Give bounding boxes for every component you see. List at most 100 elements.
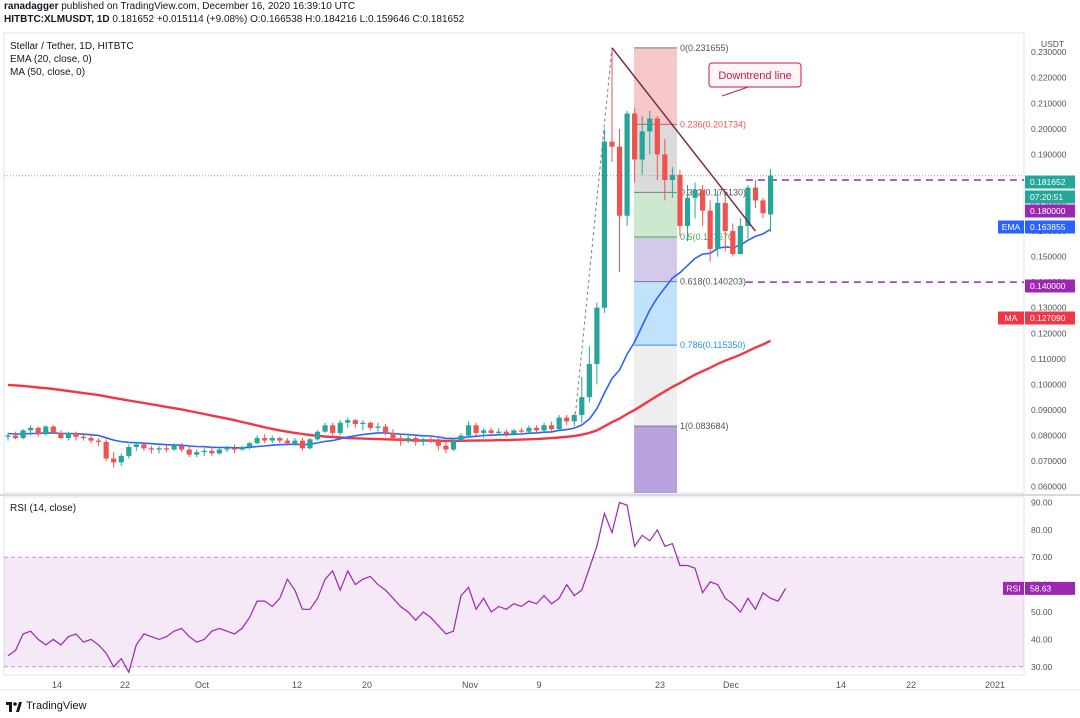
candle-body-up — [345, 420, 351, 423]
candle-body-up — [481, 430, 487, 433]
price-tick-label: 0.220000 — [1031, 73, 1067, 83]
publisher-name[interactable]: ranadagger — [4, 1, 59, 12]
price-label-box — [1025, 204, 1075, 218]
fibonacci-level-label: 0.382(0.175130) — [680, 187, 746, 197]
rsi-value-box — [1025, 581, 1075, 595]
candle-body-down — [443, 445, 449, 450]
candle-body-down — [700, 190, 706, 211]
fibonacci-level-label: 0(0.231655) — [680, 43, 729, 53]
candle-body-up — [715, 202, 721, 249]
last-price: 0.181652 — [112, 14, 155, 25]
candle-body-up — [133, 444, 139, 447]
price-tick-label: 0.110000 — [1031, 354, 1066, 364]
candle-body-down — [722, 202, 728, 232]
rsi-tick-label: 90.00 — [1031, 497, 1053, 507]
fibonacci-level-label: 0.618(0.140203) — [680, 277, 746, 287]
candle-body-up — [375, 426, 381, 428]
candle-body-down — [533, 427, 540, 431]
low-label: L: — [359, 14, 368, 25]
candle-body-up — [360, 422, 366, 424]
time-tick-label: 14 — [836, 680, 846, 690]
candle-body-down — [435, 440, 441, 446]
publisher-line: ranadagger published on TradingView.com,… — [4, 1, 355, 12]
candle-body-up — [269, 438, 275, 441]
price-change: +0.015114 (+9.08%) — [156, 14, 248, 25]
downtrend-line — [611, 47, 757, 232]
high-label: H: — [305, 14, 316, 25]
open-label: O: — [250, 14, 261, 25]
annotation-text: Downtrend line — [718, 70, 791, 82]
time-tick-label: Dec — [723, 680, 740, 690]
candle-body-up — [292, 440, 298, 444]
rsi-indicator: RSI 58.63 — [4, 501, 1075, 674]
price-tick-label: 0.130000 — [1031, 303, 1067, 313]
price-label-box — [1025, 190, 1075, 204]
candle-body-down — [352, 420, 358, 424]
legend-title: Stellar / Tether, 1D, HITBTC — [10, 41, 134, 52]
candle-body-up — [314, 431, 321, 440]
tradingview-logo-icon — [6, 702, 22, 712]
candle-body-up — [5, 435, 11, 437]
candle-body-down — [262, 438, 268, 441]
rsi-band — [4, 557, 1024, 667]
candle-body-down — [103, 441, 109, 459]
candle-body-up — [65, 432, 71, 439]
price-tick-label: 0.200000 — [1031, 124, 1067, 134]
candle-body-down — [654, 118, 660, 155]
price-tick-label: 0.230000 — [1031, 47, 1067, 57]
fibonacci-band — [634, 345, 677, 427]
candle-body-down — [330, 425, 336, 433]
fibonacci-band — [634, 281, 677, 346]
candle-body-up — [20, 430, 26, 439]
published-text: published on TradingView.com, December 1… — [61, 1, 356, 12]
open-value: 0.166538 — [260, 14, 303, 25]
candle-body-down — [760, 200, 766, 214]
candle-body-down — [111, 458, 117, 463]
candle-body-up — [458, 435, 464, 441]
candle-body-down — [277, 438, 283, 441]
ma-50-line — [7, 339, 772, 443]
rsi-tick-label: 80.00 — [1031, 525, 1053, 535]
candle-body-down — [148, 448, 155, 450]
indicator-tag-text: MA — [1005, 313, 1018, 323]
fibonacci-level-label: 0.236(0.201734) — [680, 119, 746, 129]
ema-20-line — [7, 228, 771, 449]
low-value: 0.159646 — [367, 14, 410, 25]
tradingview-brand[interactable]: TradingView — [26, 700, 87, 712]
candle-body-up — [201, 450, 207, 453]
candle-body-up — [526, 427, 532, 432]
fibonacci-level-label: 0.786(0.115350) — [680, 340, 745, 350]
price-pane-frame — [3, 32, 1025, 494]
price-tick-label: 0.090000 — [1031, 405, 1067, 415]
candle-body-down — [564, 417, 570, 422]
candle-body-up — [247, 443, 253, 447]
candle-body-down — [299, 440, 306, 449]
price-tick-label: 0.060000 — [1031, 482, 1067, 492]
candle-body-down — [632, 113, 638, 160]
candle-body-up — [511, 430, 517, 435]
indicator-tag — [998, 311, 1024, 325]
candle-body-down — [677, 174, 683, 226]
candle-body-up — [767, 175, 774, 215]
rsi-tick-label: 40.00 — [1031, 634, 1053, 644]
candle-body-up — [194, 452, 200, 455]
price-tick-label: 0.070000 — [1031, 456, 1067, 466]
candle-body-down — [209, 450, 215, 454]
price-label-text: 0.181652 — [1030, 177, 1066, 187]
downtrend-annotation: Downtrend line — [708, 62, 802, 97]
candle-body-down — [616, 146, 623, 216]
price-label-text: 0.163855 — [1030, 222, 1066, 232]
candle-body-down — [549, 425, 555, 430]
legend: Stellar / Tether, 1D, HITBTC EMA (20, clo… — [10, 41, 134, 514]
high-value: 0.184216 — [315, 14, 357, 25]
price-label-text: 0.180000 — [1030, 206, 1066, 216]
candle-body-down — [473, 425, 479, 433]
candle-body-down — [518, 430, 524, 432]
price-label-text: 07:20:51 — [1030, 192, 1063, 202]
candle-body-down — [707, 210, 713, 249]
candle-body-up — [647, 118, 653, 132]
candle-body-up — [684, 197, 691, 226]
close-value: 0.181652 — [422, 14, 465, 25]
indicator-tag-text: EMA — [1002, 222, 1021, 232]
